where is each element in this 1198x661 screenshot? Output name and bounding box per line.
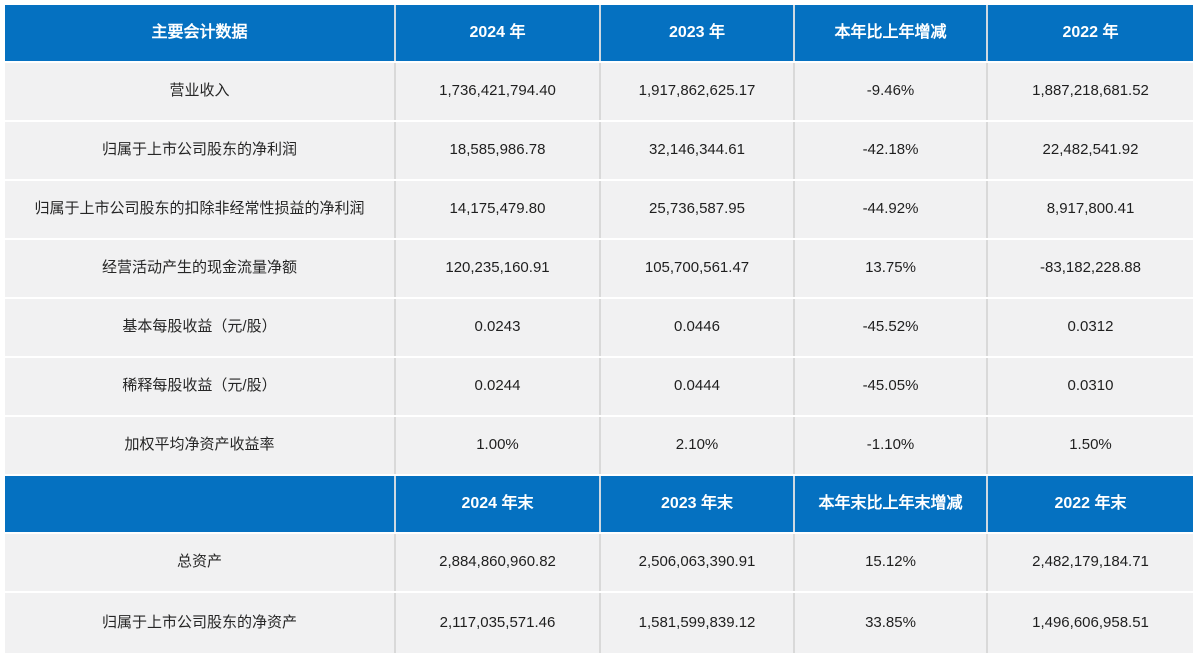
row-label-net-assets-attributable: 归属于上市公司股东的净资产 xyxy=(5,593,396,653)
value-cell: 1,581,599,839.12 xyxy=(601,593,795,653)
value-cell: 14,175,479.80 xyxy=(396,181,601,238)
value-cell: 2,884,860,960.82 xyxy=(396,534,601,591)
value-cell: 32,146,344.61 xyxy=(601,122,795,179)
value-cell: 0.0244 xyxy=(396,358,601,415)
value-cell: 0.0312 xyxy=(988,299,1193,356)
value-cell: 105,700,561.47 xyxy=(601,240,795,297)
change-cell: 13.75% xyxy=(795,240,988,297)
column-header-2022-end: 2022 年末 xyxy=(988,476,1193,532)
change-cell: -9.46% xyxy=(795,63,988,120)
value-cell: 22,482,541.92 xyxy=(988,122,1193,179)
row-label-net-profit-attributable: 归属于上市公司股东的净利润 xyxy=(5,122,396,179)
value-cell: 18,585,986.78 xyxy=(396,122,601,179)
value-cell: 2,482,179,184.71 xyxy=(988,534,1193,591)
key-accounting-data-table: 主要会计数据 2024 年 2023 年 本年比上年增减 2022 年 营业收入… xyxy=(5,5,1193,653)
column-header-2023: 2023 年 xyxy=(601,5,795,61)
change-cell: 15.12% xyxy=(795,534,988,591)
value-cell: 2,117,035,571.46 xyxy=(396,593,601,653)
column-header-2024-end: 2024 年末 xyxy=(396,476,601,532)
row-label-total-assets: 总资产 xyxy=(5,534,396,591)
value-cell: 0.0446 xyxy=(601,299,795,356)
column-header-year-end-change: 本年末比上年末增减 xyxy=(795,476,988,532)
value-cell: 8,917,800.41 xyxy=(988,181,1193,238)
row-label-net-profit-excl-nonrecurring: 归属于上市公司股东的扣除非经常性损益的净利润 xyxy=(5,181,396,238)
change-cell: -1.10% xyxy=(795,417,988,474)
row-label-operating-revenue: 营业收入 xyxy=(5,63,396,120)
value-cell: 1.50% xyxy=(988,417,1193,474)
value-cell: 1,496,606,958.51 xyxy=(988,593,1193,653)
change-cell: -42.18% xyxy=(795,122,988,179)
column-header-2023-end: 2023 年末 xyxy=(601,476,795,532)
value-cell: 25,736,587.95 xyxy=(601,181,795,238)
column-header-blank xyxy=(5,476,396,532)
value-cell: 1,917,862,625.17 xyxy=(601,63,795,120)
value-cell: 0.0310 xyxy=(988,358,1193,415)
change-cell: -44.92% xyxy=(795,181,988,238)
column-header-yoy-change: 本年比上年增减 xyxy=(795,5,988,61)
value-cell: 1,887,218,681.52 xyxy=(988,63,1193,120)
change-cell: 33.85% xyxy=(795,593,988,653)
row-label-operating-cash-flow: 经营活动产生的现金流量净额 xyxy=(5,240,396,297)
value-cell: 2,506,063,390.91 xyxy=(601,534,795,591)
change-cell: -45.52% xyxy=(795,299,988,356)
value-cell: 0.0243 xyxy=(396,299,601,356)
value-cell: 1,736,421,794.40 xyxy=(396,63,601,120)
value-cell: 1.00% xyxy=(396,417,601,474)
column-header-2022: 2022 年 xyxy=(988,5,1193,61)
row-label-diluted-eps: 稀释每股收益（元/股） xyxy=(5,358,396,415)
value-cell: -83,182,228.88 xyxy=(988,240,1193,297)
value-cell: 0.0444 xyxy=(601,358,795,415)
row-label-weighted-avg-roe: 加权平均净资产收益率 xyxy=(5,417,396,474)
value-cell: 2.10% xyxy=(601,417,795,474)
column-header-2024: 2024 年 xyxy=(396,5,601,61)
row-label-basic-eps: 基本每股收益（元/股） xyxy=(5,299,396,356)
value-cell: 120,235,160.91 xyxy=(396,240,601,297)
change-cell: -45.05% xyxy=(795,358,988,415)
column-header-main-accounting-data: 主要会计数据 xyxy=(5,5,396,61)
